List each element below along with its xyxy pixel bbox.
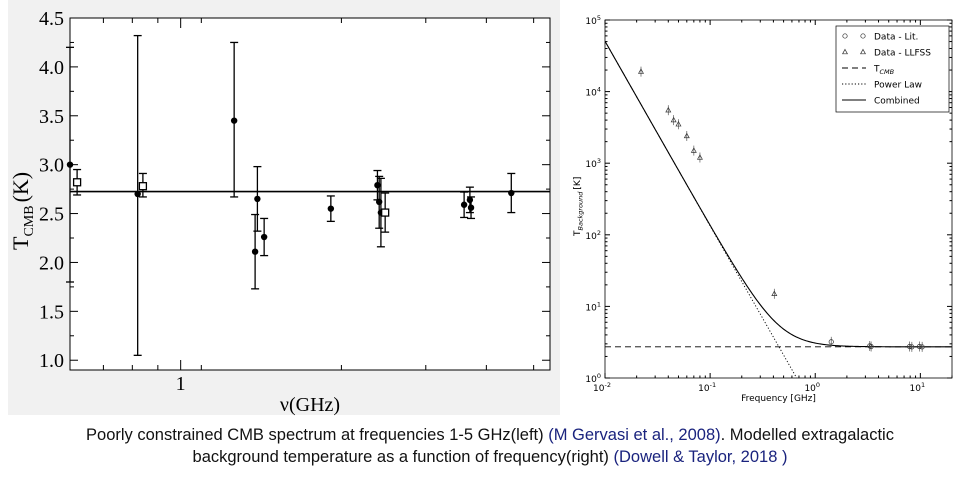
left-data-point-circle: [466, 196, 474, 204]
right-y-axis-label: TBackground[K]: [573, 177, 585, 237]
caption-text-2: background temperature as a function of …: [192, 448, 614, 466]
legend-label: Power Law: [874, 81, 922, 91]
legend-label: TCMB: [873, 65, 895, 77]
right-data-point-circle: [919, 344, 925, 350]
right-data-point-triangle: [683, 132, 690, 139]
right-x-tick-label: 10-1: [698, 381, 716, 394]
left-plot-frame: [69, 17, 551, 371]
right-chart-background-temperature: 10-2 10-1 100 101 100 101 102 103 104 105 Frequenc…: [572, 0, 967, 410]
right-data-point-circle: [828, 339, 834, 345]
right-x-tick-label: 100: [804, 381, 820, 394]
legend-marker-triangle: [842, 48, 848, 55]
right-y-tick-label: 105: [585, 14, 601, 27]
right-data-point-triangle: [675, 120, 682, 127]
right-chart-svg: 10-2 10-1 100 101 100 101 102 103 104 105 Frequenc…: [573, 14, 953, 404]
left-data-point-circle: [327, 205, 335, 212]
left-data-point-square: [138, 182, 148, 191]
left-x-tick-label: 1: [176, 373, 186, 395]
right-data-point-triangle: [638, 68, 644, 74]
left-y-tick-label: 2.5: [39, 204, 64, 226]
right-data-point-triangle: [690, 147, 697, 153]
right-combined-line: [605, 40, 952, 348]
caption-line-2: background temperature as a function of …: [0, 446, 980, 468]
legend-label: Combined: [874, 97, 920, 107]
left-data-point-square: [381, 208, 390, 217]
caption-text-1: Poorly constrained CMB spectrum at frequ…: [86, 426, 549, 444]
left-y-tick-label: 4.0: [39, 57, 64, 79]
left-data-point-circle: [66, 161, 74, 168]
right-y-tick-label: 104: [585, 86, 601, 99]
right-data-point-triangle: [665, 106, 672, 113]
legend-marker-circle: [860, 33, 866, 39]
right-y-tick-label: 101: [585, 300, 601, 313]
left-chart-cmb-spectrum: 1.0 1.5 2.0 2.5 3.0 3.5 4.0 4.5 1 ν(GHz) TCMB(K): [0, 0, 560, 420]
left-data-point-circle: [260, 233, 268, 241]
citation-gervasi: (M Gervasi et al., 2008): [548, 426, 721, 444]
left-data-point-circle: [254, 195, 261, 203]
right-data-point-triangle: [696, 154, 703, 160]
left-y-tick-label: 1.5: [39, 301, 64, 323]
left-y-tick-label: 3.5: [39, 106, 64, 128]
right-data-point-triangle: [771, 290, 778, 296]
right-y-tick-label: 103: [585, 157, 601, 170]
left-y-axis-label: TCMB(K): [8, 172, 37, 250]
left-data-point-circle: [508, 189, 515, 197]
right-legend-box: [835, 25, 950, 113]
left-data-point-square: [72, 178, 82, 187]
right-y-tick-label: 100: [585, 372, 601, 385]
left-y-tick-label: 2.0: [39, 252, 64, 274]
left-y-tick-label: 3.0: [39, 155, 64, 177]
caption-line-1: Poorly constrained CMB spectrum at frequ…: [0, 424, 980, 446]
left-data-point-circle: [460, 201, 468, 208]
left-y-tick-label: 4.5: [39, 8, 64, 30]
citation-dowell-taylor: (Dowell & Taylor, 2018 ): [613, 448, 788, 466]
legend-label: Data - Lit.: [874, 33, 918, 43]
figure-caption: Poorly constrained CMB spectrum at frequ…: [0, 424, 980, 468]
left-data-point-circle: [251, 248, 259, 255]
left-x-axis-label: ν(GHz): [280, 394, 340, 416]
right-x-tick-label: 10-2: [593, 381, 611, 394]
legend-marker-circle: [842, 33, 848, 39]
right-x-axis-label: Frequency [GHz]: [741, 394, 816, 404]
legend-label: Data - LLFSS: [874, 49, 931, 59]
left-data-point-circle: [134, 190, 141, 198]
left-data-point-circle: [467, 204, 475, 211]
left-chart-svg: 1.0 1.5 2.0 2.5 3.0 3.5 4.0 4.5 1 ν(GHz) TCMB(K): [8, 0, 560, 416]
caption-text-1b: . Modelled extragalactic: [720, 426, 894, 444]
right-x-tick-label: 101: [910, 381, 926, 394]
left-y-tick-label: 1.0: [39, 350, 64, 372]
right-y-tick-label: 102: [585, 229, 601, 242]
right-data-point-circle: [868, 343, 874, 350]
left-data-point-circle: [230, 117, 238, 124]
right-data-point-triangle: [670, 116, 677, 123]
right-data-point-circle: [909, 344, 915, 350]
right-data-point-circle: [916, 343, 922, 350]
legend-marker-triangle: [860, 48, 866, 55]
